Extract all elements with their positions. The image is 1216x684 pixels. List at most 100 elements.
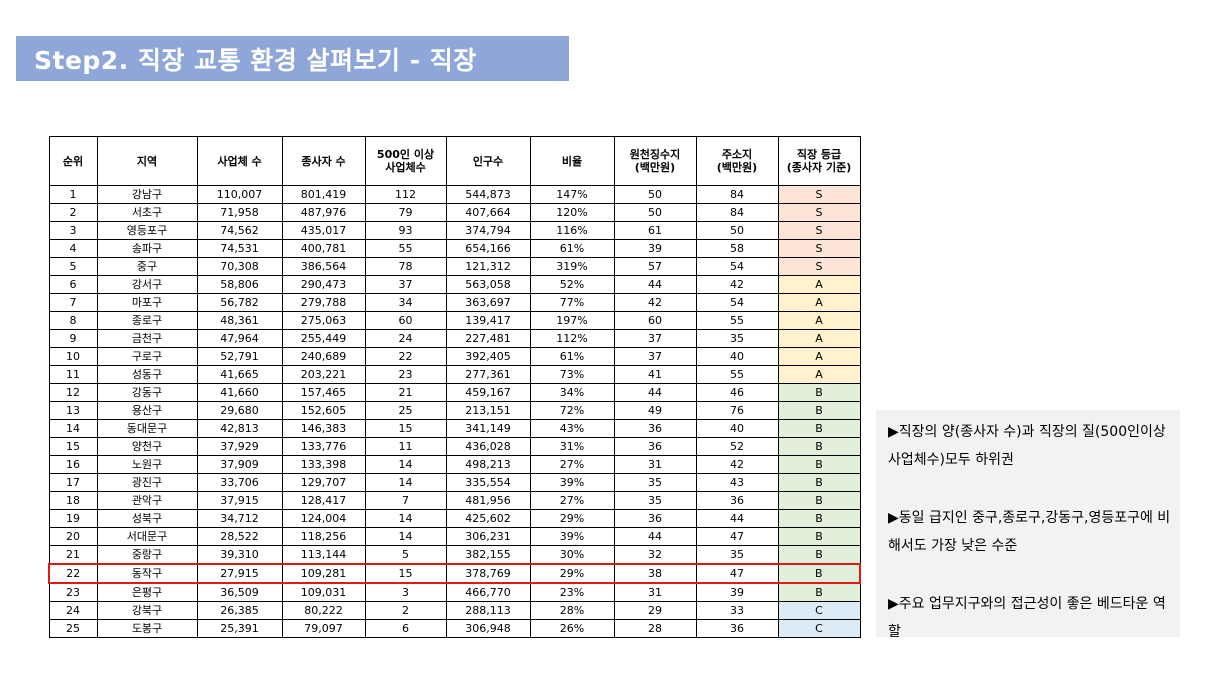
cell-population: 306,231 bbox=[445, 527, 531, 546]
table-row: 11 성동구 41,665 203,221 23 277,361 73% 41 55 A bbox=[48, 365, 861, 384]
table-header-row: 순위 지역 사업체 수 종사자 수 500인 이상 사업체수 인구수 비율 원천징수지 (백만… bbox=[48, 136, 861, 186]
cell-ratio: 34% bbox=[529, 383, 615, 402]
column-header-residence-tax: 주소지 (백만원) bbox=[695, 136, 779, 186]
cell-ratio: 61% bbox=[529, 239, 615, 258]
cell-population: 563,058 bbox=[445, 275, 531, 294]
cell-district: 송파구 bbox=[96, 239, 198, 258]
cell-district: 도봉구 bbox=[96, 619, 198, 638]
cell-population: 481,956 bbox=[445, 491, 531, 510]
table-row: 9 금천구 47,964 255,449 24 227,481 112% 37 35 A bbox=[48, 329, 861, 348]
cell-withholding-tax: 37 bbox=[613, 329, 697, 348]
column-header-rank: 순위 bbox=[48, 136, 98, 186]
cell-population: 425,602 bbox=[445, 509, 531, 528]
cell-population: 213,151 bbox=[445, 401, 531, 420]
cell-residence-tax: 42 bbox=[695, 455, 779, 474]
cell-withholding-tax: 29 bbox=[613, 601, 697, 620]
cell-large-business-count: 2 bbox=[364, 601, 447, 620]
cell-large-business-count: 112 bbox=[364, 185, 447, 204]
cell-employee-count: 290,473 bbox=[281, 275, 366, 294]
cell-ratio: 61% bbox=[529, 347, 615, 366]
cell-business-count: 71,958 bbox=[196, 203, 283, 222]
cell-withholding-tax: 36 bbox=[613, 437, 697, 456]
cell-business-count: 37,915 bbox=[196, 491, 283, 510]
cell-workplace-grade: B bbox=[777, 437, 861, 456]
cell-district: 노원구 bbox=[96, 455, 198, 474]
column-header-business-count: 사업체 수 bbox=[196, 136, 283, 186]
cell-withholding-tax: 60 bbox=[613, 311, 697, 330]
cell-residence-tax: 42 bbox=[695, 275, 779, 294]
table-row: 25 도봉구 25,391 79,097 6 306,948 26% 28 36 C bbox=[48, 619, 861, 638]
cell-large-business-count: 79 bbox=[364, 203, 447, 222]
cell-business-count: 27,915 bbox=[196, 563, 283, 584]
table-row: 2 서초구 71,958 487,976 79 407,664 120% 50 84 S bbox=[48, 203, 861, 222]
cell-rank: 9 bbox=[48, 329, 98, 348]
cell-employee-count: 113,144 bbox=[281, 545, 366, 565]
cell-large-business-count: 23 bbox=[364, 365, 447, 384]
cell-employee-count: 129,707 bbox=[281, 473, 366, 492]
cell-ratio: 52% bbox=[529, 275, 615, 294]
cell-employee-count: 133,776 bbox=[281, 437, 366, 456]
cell-ratio: 39% bbox=[529, 473, 615, 492]
table-row: 23 은평구 36,509 109,031 3 466,770 23% 31 39 B bbox=[48, 582, 861, 602]
cell-withholding-tax: 35 bbox=[613, 491, 697, 510]
cell-business-count: 34,712 bbox=[196, 509, 283, 528]
cell-withholding-tax: 42 bbox=[613, 293, 697, 312]
cell-district: 금천구 bbox=[96, 329, 198, 348]
table-row: 15 양천구 37,929 133,776 11 436,028 31% 36 52 B bbox=[48, 437, 861, 456]
cell-population: 374,794 bbox=[445, 221, 531, 240]
table-row: 21 중랑구 39,310 113,144 5 382,155 30% 32 35 B bbox=[48, 545, 861, 565]
cell-withholding-tax: 31 bbox=[613, 455, 697, 474]
cell-large-business-count: 5 bbox=[364, 545, 447, 565]
insight-note-1: ▶직장의 양(종사자 수)과 직장의 질(500인이상 사업체수)모두 하위권 bbox=[888, 424, 1166, 468]
cell-rank: 11 bbox=[48, 365, 98, 384]
cell-ratio: 116% bbox=[529, 221, 615, 240]
cell-district: 강서구 bbox=[96, 275, 198, 294]
cell-workplace-grade: A bbox=[777, 275, 861, 294]
table-body: 1 강남구 110,007 801,419 112 544,873 147% 50 84 S 2 서초… bbox=[48, 185, 861, 638]
cell-district: 동작구 bbox=[96, 563, 198, 584]
cell-district: 강동구 bbox=[96, 383, 198, 402]
cell-population: 288,113 bbox=[445, 601, 531, 620]
cell-ratio: 73% bbox=[529, 365, 615, 384]
cell-business-count: 41,665 bbox=[196, 365, 283, 384]
cell-large-business-count: 37 bbox=[364, 275, 447, 294]
cell-rank: 13 bbox=[48, 401, 98, 420]
cell-rank: 3 bbox=[48, 221, 98, 240]
cell-rank: 20 bbox=[48, 527, 98, 546]
cell-workplace-grade: S bbox=[777, 239, 861, 258]
cell-population: 341,149 bbox=[445, 419, 531, 438]
table-row: 19 성북구 34,712 124,004 14 425,602 29% 36 44 B bbox=[48, 509, 861, 528]
cell-population: 459,167 bbox=[445, 383, 531, 402]
cell-workplace-grade: A bbox=[777, 365, 861, 384]
cell-employee-count: 400,781 bbox=[281, 239, 366, 258]
cell-large-business-count: 6 bbox=[364, 619, 447, 638]
cell-business-count: 41,660 bbox=[196, 383, 283, 402]
cell-large-business-count: 34 bbox=[364, 293, 447, 312]
cell-population: 121,312 bbox=[445, 257, 531, 276]
cell-business-count: 28,522 bbox=[196, 527, 283, 546]
cell-large-business-count: 55 bbox=[364, 239, 447, 258]
cell-workplace-grade: S bbox=[777, 185, 861, 204]
table-row: 1 강남구 110,007 801,419 112 544,873 147% 50 84 S bbox=[48, 185, 861, 204]
cell-district: 강북구 bbox=[96, 601, 198, 620]
cell-workplace-grade: B bbox=[777, 545, 861, 565]
cell-ratio: 72% bbox=[529, 401, 615, 420]
cell-residence-tax: 52 bbox=[695, 437, 779, 456]
cell-residence-tax: 55 bbox=[695, 365, 779, 384]
cell-rank: 4 bbox=[48, 239, 98, 258]
cell-large-business-count: 78 bbox=[364, 257, 447, 276]
cell-residence-tax: 58 bbox=[695, 239, 779, 258]
cell-population: 335,554 bbox=[445, 473, 531, 492]
cell-district: 동대문구 bbox=[96, 419, 198, 438]
cell-ratio: 28% bbox=[529, 601, 615, 620]
cell-business-count: 52,791 bbox=[196, 347, 283, 366]
cell-rank: 18 bbox=[48, 491, 98, 510]
cell-large-business-count: 14 bbox=[364, 455, 447, 474]
cell-business-count: 26,385 bbox=[196, 601, 283, 620]
cell-employee-count: 203,221 bbox=[281, 365, 366, 384]
cell-business-count: 70,308 bbox=[196, 257, 283, 276]
cell-ratio: 319% bbox=[529, 257, 615, 276]
cell-district: 양천구 bbox=[96, 437, 198, 456]
cell-residence-tax: 55 bbox=[695, 311, 779, 330]
cell-residence-tax: 43 bbox=[695, 473, 779, 492]
